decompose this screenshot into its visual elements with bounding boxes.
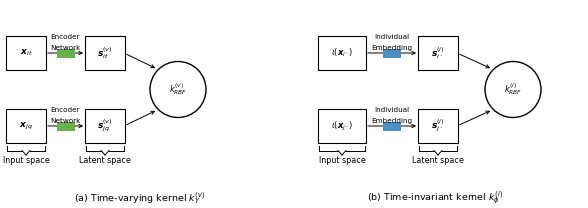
FancyBboxPatch shape [383, 48, 401, 57]
Text: $\boldsymbol{x}_{jq}$: $\boldsymbol{x}_{jq}$ [19, 120, 33, 131]
Text: Encoder: Encoder [51, 34, 81, 40]
Text: Input space: Input space [2, 156, 49, 165]
Text: Network: Network [51, 45, 81, 51]
Text: $\boldsymbol{s}_{jq}^{(v)}$: $\boldsymbol{s}_{jq}^{(v)}$ [97, 118, 113, 134]
Text: Individual: Individual [375, 107, 410, 113]
FancyBboxPatch shape [85, 36, 125, 70]
FancyBboxPatch shape [383, 121, 401, 130]
FancyBboxPatch shape [85, 109, 125, 143]
FancyBboxPatch shape [56, 121, 75, 130]
Text: (a) Time-varying kernel $k_Y^{(v)}$: (a) Time-varying kernel $k_Y^{(v)}$ [74, 190, 206, 206]
Text: $k_{RBF}^{(i)}$: $k_{RBF}^{(i)}$ [504, 82, 522, 97]
Text: $\boldsymbol{s}_{it}^{(v)}$: $\boldsymbol{s}_{it}^{(v)}$ [97, 45, 113, 61]
Text: Network: Network [51, 118, 81, 124]
Text: Input space: Input space [319, 156, 365, 165]
FancyBboxPatch shape [318, 36, 366, 70]
Text: Latent space: Latent space [79, 156, 131, 165]
Text: Latent space: Latent space [412, 156, 464, 165]
FancyBboxPatch shape [6, 109, 46, 143]
FancyBboxPatch shape [418, 109, 458, 143]
Text: Embedding: Embedding [372, 45, 413, 51]
Text: Embedding: Embedding [372, 118, 413, 124]
Text: $\boldsymbol{s}_{j\cdot}^{(i)}$: $\boldsymbol{s}_{j\cdot}^{(i)}$ [431, 118, 445, 134]
Text: $\iota(\boldsymbol{x}_{j\cdot})$: $\iota(\boldsymbol{x}_{j\cdot})$ [331, 119, 353, 132]
Circle shape [150, 62, 206, 118]
Text: Encoder: Encoder [51, 107, 81, 113]
Text: $\iota(\boldsymbol{x}_{i\cdot})$: $\iota(\boldsymbol{x}_{i\cdot})$ [331, 47, 353, 59]
FancyBboxPatch shape [6, 36, 46, 70]
Text: $\boldsymbol{s}_{i\cdot}^{(i)}$: $\boldsymbol{s}_{i\cdot}^{(i)}$ [431, 45, 445, 61]
Text: Individual: Individual [375, 34, 410, 40]
FancyBboxPatch shape [418, 36, 458, 70]
Text: $k_{RBF}^{(v)}$: $k_{RBF}^{(v)}$ [169, 82, 187, 97]
FancyBboxPatch shape [318, 109, 366, 143]
Text: $\boldsymbol{x}_{it}$: $\boldsymbol{x}_{it}$ [19, 48, 32, 58]
Text: (b) Time-invariant kernel $k_\phi^{(i)}$: (b) Time-invariant kernel $k_\phi^{(i)}$ [367, 190, 503, 206]
FancyBboxPatch shape [56, 48, 75, 57]
Circle shape [485, 62, 541, 118]
